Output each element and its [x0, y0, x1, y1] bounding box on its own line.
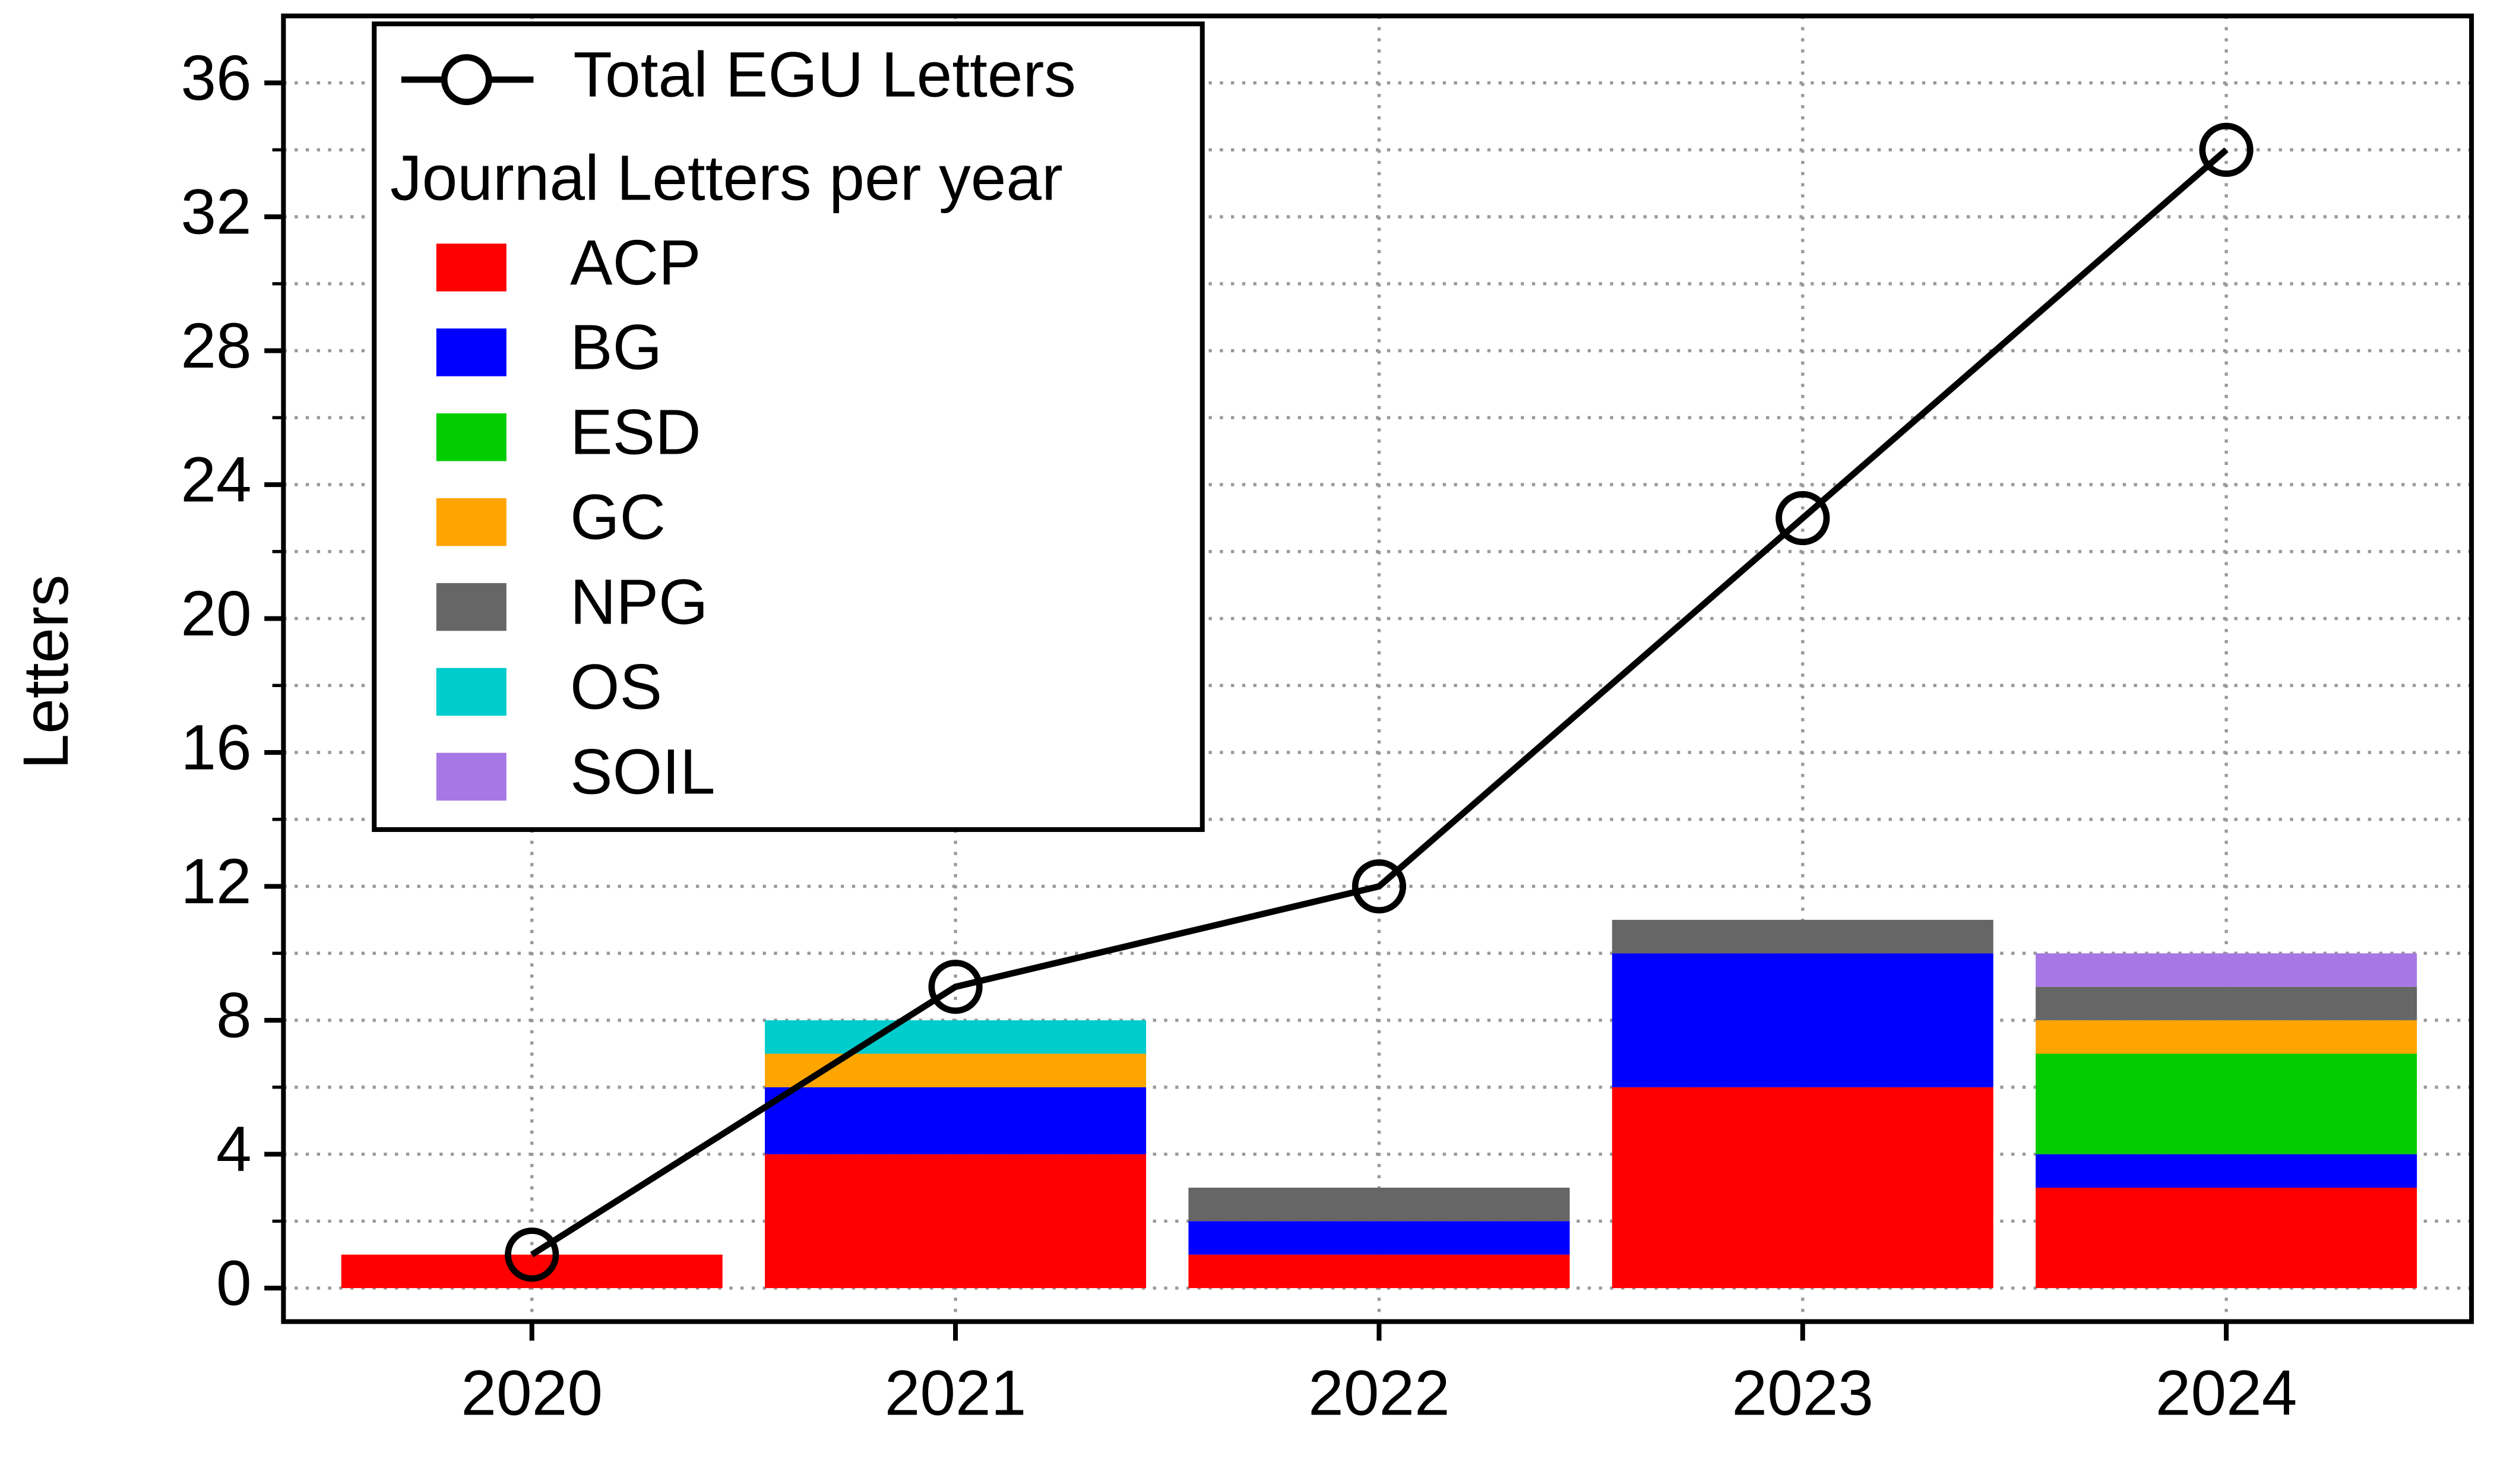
bar-segment [765, 1154, 1147, 1289]
legend-label: SOIL [570, 736, 715, 807]
bar-segment [2036, 1020, 2417, 1054]
line [530, 147, 2229, 1258]
axes-frame [281, 13, 2474, 1324]
x-tick-label: 2023 [1732, 1358, 1873, 1429]
y-tick-label: 20 [181, 578, 251, 649]
legend-swatch [436, 413, 507, 461]
bar-segment [2036, 1187, 2417, 1289]
bar-segment [1188, 1221, 1570, 1255]
bar-segment [1612, 953, 1993, 1087]
y-tick-label: 4 [216, 1113, 252, 1185]
bar-segment [765, 1020, 1147, 1054]
legend-label: ACP [570, 227, 701, 298]
legend-label: ESD [570, 397, 701, 468]
legend-box [372, 21, 1205, 832]
legend-label: BG [570, 312, 662, 383]
legend-label: Total EGU Letters [573, 39, 1076, 110]
y-tick-label: 28 [181, 310, 251, 381]
bar-segment [2036, 986, 2417, 1021]
legend-swatch [436, 667, 507, 716]
y-tick-label: 24 [181, 444, 251, 515]
legend: Total EGU Letters Journal Letters per yea… [372, 21, 1205, 832]
bar-segment [1612, 919, 1993, 954]
legend-marker-sample [441, 54, 492, 105]
legend-swatch [436, 498, 507, 546]
x-tick-label: 2024 [2156, 1358, 2297, 1429]
y-tick-label: 0 [216, 1247, 252, 1318]
y-axis-label: Letters [10, 575, 81, 770]
x-tick-label: 2021 [885, 1358, 1027, 1429]
bar-segment [2036, 1053, 2417, 1154]
line-marker [928, 960, 983, 1014]
bar-segment [765, 1087, 1147, 1154]
legend-label: NPG [570, 566, 708, 637]
line-marker [1352, 859, 1406, 914]
bar-segment [1188, 1187, 1570, 1222]
line-marker [2199, 122, 2254, 177]
bar-segment [1188, 1254, 1570, 1289]
y-tick-label: 12 [181, 846, 251, 917]
legend-swatch [436, 243, 507, 292]
bar-segment [341, 1254, 723, 1289]
legend-swatch [436, 752, 507, 801]
legend-label: GC [570, 482, 666, 553]
x-tick-label: 2022 [1308, 1358, 1450, 1429]
y-tick-label: 16 [181, 711, 251, 783]
y-tick-label: 32 [181, 176, 251, 247]
legend-title: Journal Letters per year [390, 143, 1063, 214]
line-marker [1776, 491, 1830, 546]
legend-label: OS [570, 651, 662, 722]
y-tick-label: 8 [216, 979, 252, 1050]
legend-swatch [436, 328, 507, 376]
x-tick-label: 2020 [461, 1358, 603, 1429]
line-marker [505, 1227, 559, 1282]
bar-segment [2036, 953, 2417, 987]
y-tick-label: 36 [181, 42, 251, 113]
bar-segment [2036, 1154, 2417, 1188]
bar-segment [1612, 1087, 1993, 1289]
legend-swatch [436, 583, 507, 631]
